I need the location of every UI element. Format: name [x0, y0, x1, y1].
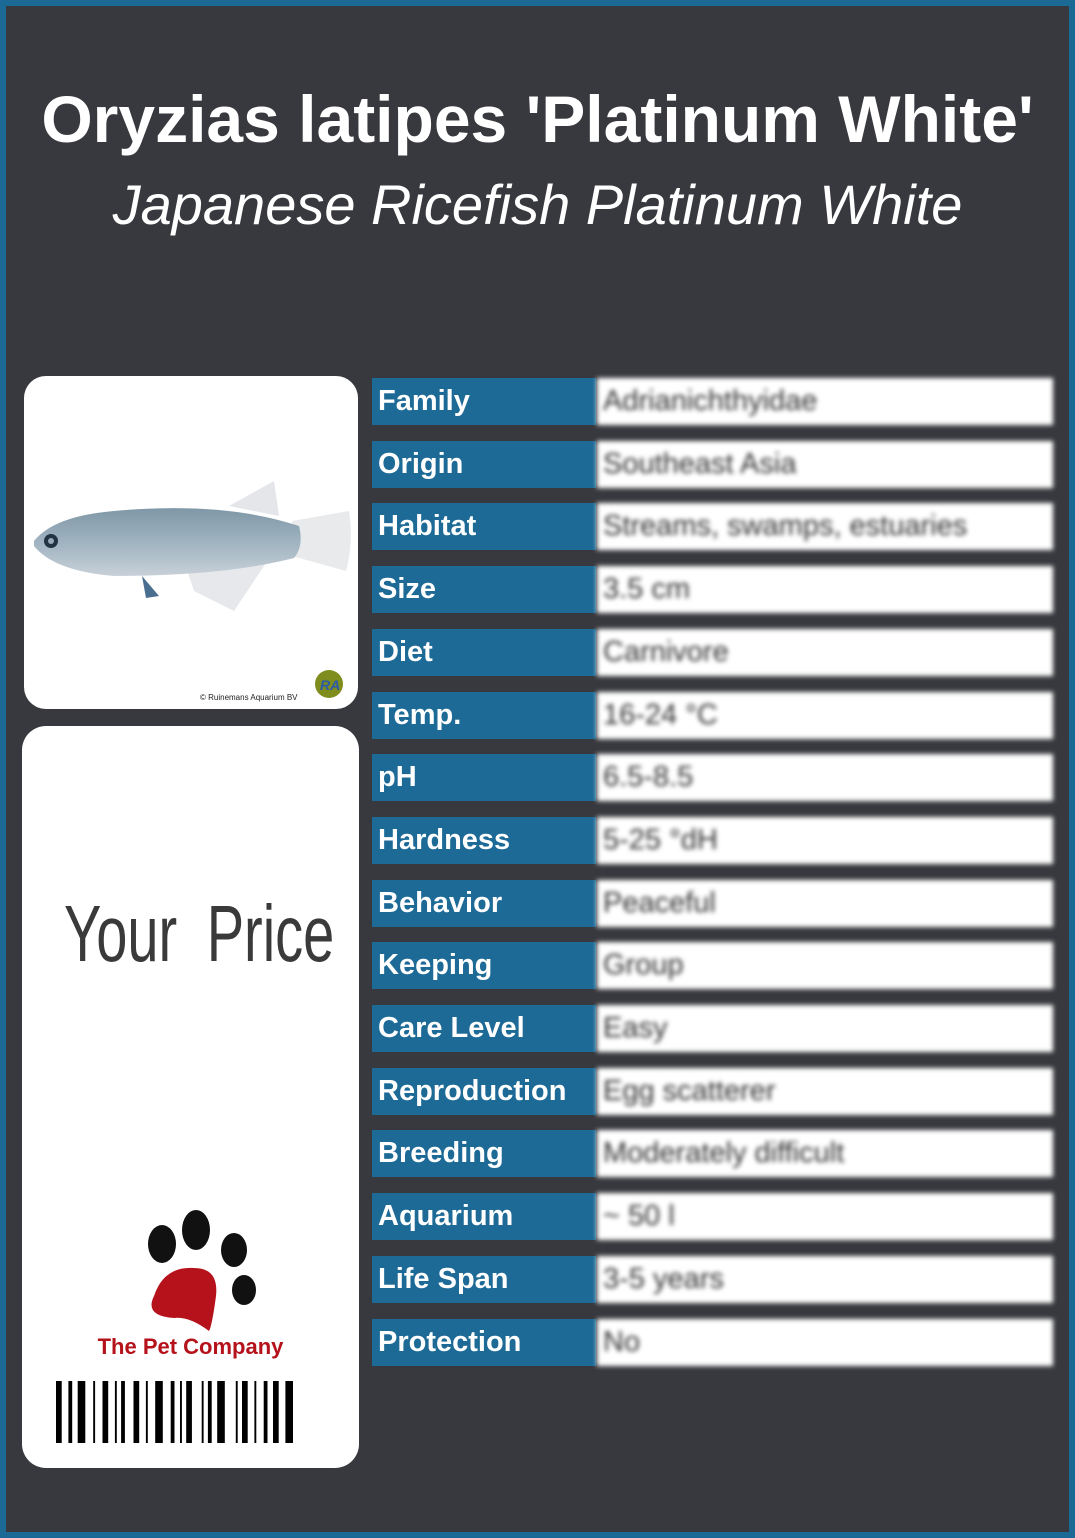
spec-row: Keeping Group [372, 942, 1053, 990]
spec-value: Adrianichthyidae [597, 378, 1053, 425]
spec-value: 16-24 °C [597, 691, 1053, 739]
spec-label: Care Level [372, 1005, 596, 1052]
barcode-bar [77, 1381, 86, 1443]
barcode-bar [93, 1381, 96, 1443]
barcode-bar [235, 1381, 238, 1443]
spec-label: Life Span [372, 1255, 596, 1303]
barcode-bar [155, 1381, 163, 1443]
barcode-bar [186, 1381, 192, 1443]
spec-row: Reproduction Egg scatterer [372, 1067, 1053, 1115]
price-card: Your Price The Pet Company [22, 726, 359, 1468]
barcode-bar [145, 1381, 148, 1443]
spec-label: pH [372, 754, 596, 802]
spec-label: Reproduction [372, 1067, 596, 1115]
spec-value: ~ 50 l [597, 1193, 1053, 1241]
barcode-bar [285, 1381, 293, 1443]
spec-row: pH 6.5-8.5 [372, 754, 1053, 802]
spec-label: Size [372, 566, 596, 614]
spec-label: Family [372, 378, 596, 425]
spec-label: Behavior [372, 879, 596, 927]
barcode-bar [114, 1381, 117, 1443]
spec-row: Habitat Streams, swamps, estuaries [372, 503, 1053, 551]
spec-row: Care Level Easy [372, 1005, 1053, 1052]
barcode-bar [121, 1381, 125, 1443]
spec-row: Behavior Peaceful [372, 879, 1053, 927]
page-title: Oryzias latipes 'Platinum White' [41, 82, 1034, 156]
page-subtitle: Japanese Ricefish Platinum White [112, 173, 963, 236]
spec-value: Moderately difficult [597, 1130, 1053, 1178]
barcode-bar [180, 1381, 182, 1443]
barcode-bar [254, 1381, 257, 1443]
spec-value: Easy [597, 1005, 1053, 1052]
spec-label: Habitat [372, 503, 596, 551]
spec-row: Origin Southeast Asia [372, 440, 1053, 488]
spec-value: No [597, 1318, 1053, 1366]
barcode-bar [207, 1381, 212, 1443]
ruinemans-logo-text: RA [320, 677, 340, 693]
fish-image [34, 481, 351, 611]
barcode-bar [170, 1381, 175, 1443]
spec-value: 3-5 years [597, 1255, 1053, 1303]
spec-row: Hardness 5-25 °dH [372, 816, 1053, 864]
spec-row: Family Adrianichthyidae [372, 378, 1053, 425]
barcode-bar [133, 1381, 140, 1443]
spec-label: Origin [372, 440, 596, 488]
barcode-bar [56, 1381, 62, 1443]
spec-row: Temp. 16-24 °C [372, 691, 1053, 739]
barcode-bar [217, 1381, 225, 1443]
price-label: Your Price [64, 889, 335, 978]
spec-label: Breeding [372, 1130, 596, 1178]
spec-value: Southeast Asia [597, 440, 1053, 488]
spec-value: Group [597, 942, 1053, 990]
spec-value: 6.5-8.5 [597, 754, 1053, 802]
barcode-bar [102, 1381, 109, 1443]
fish-photo: RA © Ruinemans Aquarium BV [24, 376, 358, 709]
spec-value: Streams, swamps, estuaries [597, 503, 1053, 551]
copyright-text: © Ruinemans Aquarium BV [200, 693, 298, 702]
spec-label: Diet [372, 628, 596, 676]
barcode [56, 1381, 293, 1443]
barcode-bar [263, 1381, 268, 1443]
barcode-bar [242, 1381, 248, 1443]
spec-label: Protection [372, 1318, 596, 1366]
company-name: The Pet Company [97, 1334, 284, 1359]
spec-row: Aquarium ~ 50 l [372, 1193, 1053, 1241]
barcode-bar [273, 1381, 279, 1443]
spec-label: Temp. [372, 691, 596, 739]
spec-label: Keeping [372, 942, 596, 990]
spec-value: Peaceful [597, 879, 1053, 927]
spec-row: Protection No [372, 1318, 1053, 1366]
spec-row: Size 3.5 cm [372, 566, 1053, 614]
ruinemans-logo-icon: RA [315, 670, 343, 698]
barcode-bar [68, 1381, 73, 1443]
paw-logo-icon [148, 1210, 256, 1331]
spec-value: 5-25 °dH [597, 816, 1053, 864]
spec-value: Carnivore [597, 628, 1053, 676]
spec-label: Hardness [372, 816, 596, 864]
spec-row: Diet Carnivore [372, 628, 1053, 676]
spec-row: Life Span 3-5 years [372, 1255, 1053, 1303]
spec-value: 3.5 cm [597, 566, 1053, 614]
spec-value: Egg scatterer [597, 1067, 1053, 1115]
spec-row: Breeding Moderately difficult [372, 1130, 1053, 1178]
barcode-bar [201, 1381, 204, 1443]
spec-label: Aquarium [372, 1193, 596, 1241]
